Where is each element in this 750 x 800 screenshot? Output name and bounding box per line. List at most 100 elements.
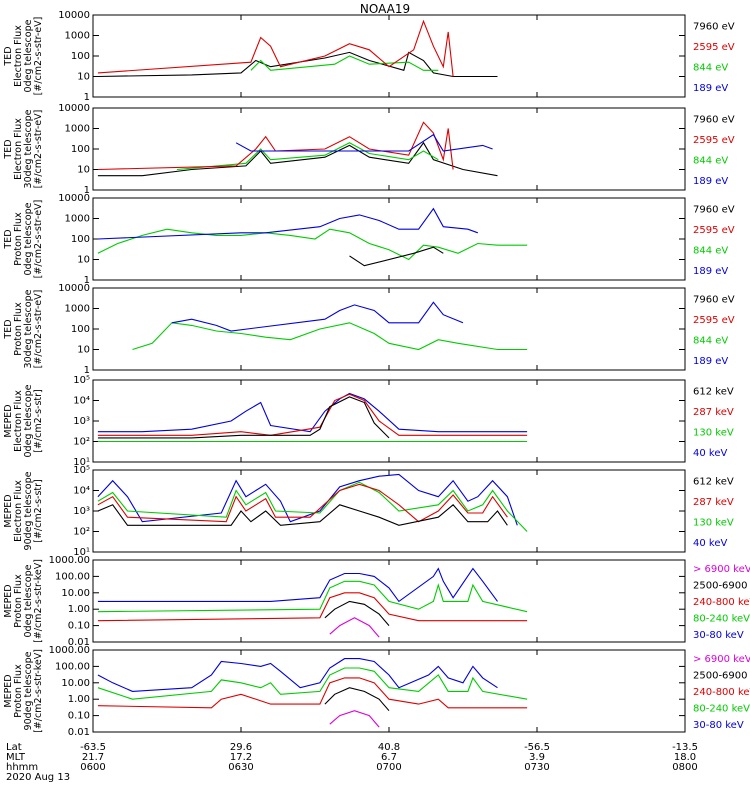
plot-area	[97, 19, 498, 78]
panel-ted-p-0: 1 10 100 1000 10000 TEDProton Flux0deg telesc…	[3, 193, 735, 286]
y-tick-label: 1.00	[68, 604, 90, 615]
y-tick-label: 10⁴	[73, 396, 90, 407]
y-tick-label: 100.00	[55, 661, 90, 672]
legend-entry: 844 eV	[693, 245, 728, 256]
y-tick-label: 0.01	[68, 727, 90, 738]
panel-ted-e-30: 1 10 100 1000 10000 TEDElectron Flux30deg tel…	[3, 103, 735, 196]
y-axis-label-line: 30deg telescope	[23, 289, 34, 368]
plot-area	[97, 658, 528, 728]
y-axis-label-line: Electron Flux	[13, 25, 24, 87]
legend-entry: 189 eV	[693, 356, 728, 367]
date-label: 2020 Aug 13	[6, 772, 70, 783]
legend-entry: 7960 eV	[693, 294, 735, 305]
series-line	[97, 207, 478, 240]
y-axis-label-line: Proton Flux	[13, 302, 24, 356]
legend-entry: 40 keV	[693, 538, 727, 549]
time-axis-tick-label: -56.5	[524, 742, 550, 753]
y-axis-label-line: Proton Flux	[13, 212, 24, 266]
series-line	[349, 246, 444, 267]
y-axis-label-line: [#/cm2-s-str]	[33, 479, 44, 542]
y-tick-label: 10¹	[73, 457, 90, 468]
series-line	[329, 710, 380, 728]
y-tick-label: 100	[71, 51, 90, 62]
chart-title: NOAA19	[360, 2, 410, 16]
plot-area	[97, 392, 528, 443]
y-axis-label-line: [#/cm2-s-str-eV]	[33, 290, 44, 369]
y-tick-label: 0.10	[68, 711, 90, 722]
y-tick-label: 1000	[65, 124, 90, 135]
y-tick-label: 1000.00	[49, 555, 90, 566]
series-line	[171, 301, 464, 332]
legend-entry: 189 eV	[693, 266, 728, 277]
y-tick-label: 100	[71, 234, 90, 245]
time-axis-tick-label: 0600	[80, 762, 105, 773]
y-tick-label: 10²	[73, 527, 90, 538]
legend-entry: > 6900 keV	[693, 654, 750, 665]
plot-area	[97, 207, 528, 267]
y-tick-label: 0.10	[68, 621, 90, 632]
y-tick-label: 100	[71, 324, 90, 335]
legend-entry: 30-80 keV	[693, 720, 744, 731]
y-axis-label-line: [#/cm2-s-str-keV]	[33, 649, 44, 733]
legend-entry: 2595 eV	[693, 225, 735, 236]
plot-area	[97, 567, 528, 638]
time-axis-tick-label: 0800	[672, 762, 697, 773]
panel-meped-e-90: 10¹ 10² 10³ 10⁴ 10⁵ MEPEDElectron Flux90deg t…	[3, 465, 734, 558]
y-axis-label-line: Proton Flux	[13, 574, 24, 628]
series-line	[97, 592, 528, 622]
y-axis-label-line: Electron Flux	[13, 118, 24, 180]
y-axis-label-line: 90deg telescope	[23, 651, 34, 730]
series-line	[97, 567, 498, 603]
y-axis-label: TEDProton Flux0deg telescope[#/cm2-s-str…	[3, 200, 44, 279]
y-tick-label: 10¹	[73, 547, 90, 558]
panel-frame	[92, 649, 686, 733]
y-tick-label: 1000.00	[49, 645, 90, 656]
y-tick-label: 1	[84, 275, 90, 286]
y-tick-label: 1.00	[68, 694, 90, 705]
y-axis-label-line: TED	[3, 319, 14, 339]
panel-frame	[92, 379, 686, 463]
legend-entry: 612 keV	[693, 476, 734, 487]
y-axis-label-line: TED	[3, 139, 14, 159]
plot-area	[97, 121, 498, 177]
legend-entry: 80-240 keV	[693, 613, 750, 624]
time-axis-tick-label: 0700	[376, 762, 401, 773]
panel-frame	[92, 107, 686, 191]
y-tick-label: 1	[84, 185, 90, 196]
y-tick-label: 10000	[58, 193, 90, 204]
series-line	[97, 483, 508, 523]
y-tick-label: 10	[77, 255, 90, 266]
plot-area	[132, 301, 528, 351]
panel-ted-e-0: 1 10 100 1000 10000 TEDElectron Flux0deg tele…	[3, 10, 735, 103]
time-axis-tick-label: 6.7	[381, 752, 397, 763]
time-axis-row-label: Lat	[6, 742, 22, 753]
series-line	[324, 687, 390, 712]
y-tick-label: 100	[71, 144, 90, 155]
plot-area	[97, 473, 528, 532]
y-axis-label-line: 0deg telescope	[23, 202, 34, 275]
series-line	[324, 600, 390, 626]
y-axis-label-line: [#/cm2-s-str-keV]	[33, 559, 44, 643]
panel-ted-p-30: 1 10 100 1000 10000 TEDProton Flux30deg teles…	[3, 283, 735, 376]
y-tick-label: 1000	[65, 304, 90, 315]
y-tick-label: 10000	[58, 103, 90, 114]
legend-entry: 30-80 keV	[693, 630, 744, 641]
legend-entry: 2595 eV	[693, 315, 735, 326]
series-line	[97, 121, 454, 171]
y-axis-label-line: MEPED	[3, 674, 14, 707]
y-tick-label: 10	[77, 345, 90, 356]
time-axis-row-label: hhmm	[6, 762, 38, 773]
y-tick-label: 1000	[65, 214, 90, 225]
legend-entry: 189 eV	[693, 176, 728, 187]
y-tick-label: 1	[84, 92, 90, 103]
panel-frame	[92, 469, 686, 553]
time-axis-tick-label: 40.8	[378, 742, 400, 753]
legend-entry: 130 keV	[693, 427, 734, 438]
y-axis-label: MEPEDProton Flux90deg telescope[#/cm2-s-…	[3, 649, 44, 733]
y-axis-label: TEDElectron Flux0deg telescope[#/cm2-s-s…	[3, 17, 44, 96]
time-axis-tick-label: 3.9	[529, 752, 545, 763]
y-axis-label: TEDElectron Flux30deg telescope[#/cm2-s-…	[3, 109, 44, 188]
time-axis-tick-label: -63.5	[80, 742, 106, 753]
y-axis-label: MEPEDProton Flux0deg telescope[#/cm2-s-s…	[3, 559, 44, 643]
